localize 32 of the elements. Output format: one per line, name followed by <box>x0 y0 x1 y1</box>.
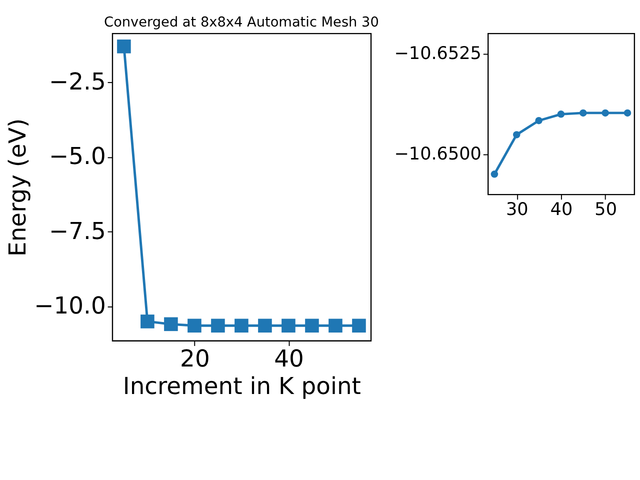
x-tick-label: 50 <box>594 200 617 220</box>
point <box>535 117 542 124</box>
point <box>164 317 178 332</box>
point <box>211 318 225 333</box>
point <box>188 318 202 333</box>
y-tick-label: −10.6525 <box>394 44 482 64</box>
y-tick-label: −10.6500 <box>394 144 482 164</box>
point <box>140 314 154 328</box>
point <box>328 318 342 333</box>
x-axis-title: Increment in K point <box>122 372 361 400</box>
x-tick-label: 40 <box>550 200 573 220</box>
point <box>117 40 131 54</box>
y-axis-title: Energy (eV) <box>3 118 32 256</box>
point <box>580 109 587 117</box>
y-tick-label: −5.0 <box>49 142 106 170</box>
point <box>282 318 296 333</box>
point <box>305 318 319 333</box>
point <box>490 170 498 178</box>
point <box>234 318 248 333</box>
point <box>624 109 632 117</box>
y-tick-label: −7.5 <box>49 216 106 245</box>
point <box>258 318 272 333</box>
point <box>557 110 565 118</box>
y-tick-label: −2.5 <box>49 67 106 96</box>
y-tick-label: −10.0 <box>34 292 106 320</box>
x-tick-label: 20 <box>180 344 210 372</box>
point <box>352 318 366 333</box>
point <box>602 109 609 117</box>
x-tick-label: 40 <box>274 344 304 372</box>
point <box>513 131 520 138</box>
chart-title: Converged at 8x8x4 Automatic Mesh 30 <box>104 14 379 30</box>
x-tick-label: 30 <box>506 200 528 220</box>
